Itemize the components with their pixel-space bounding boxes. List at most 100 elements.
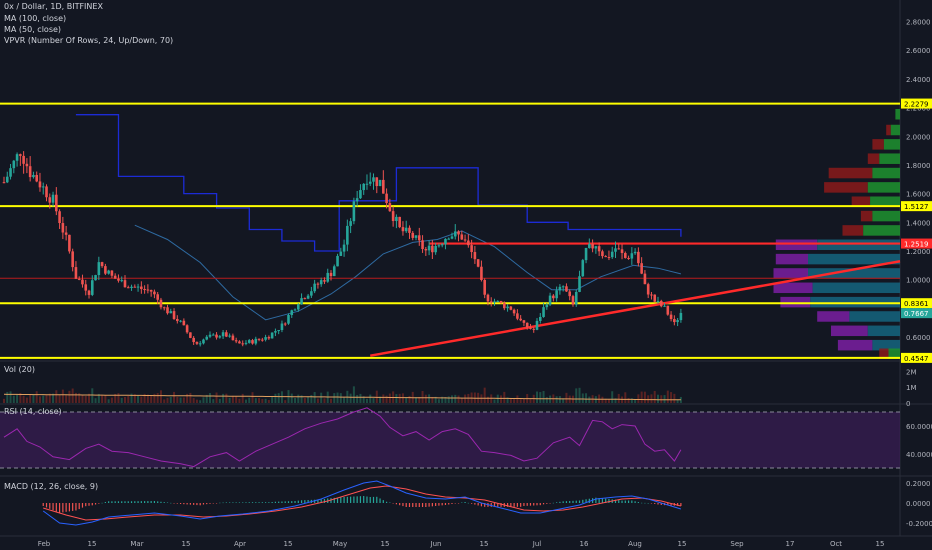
time-axis[interactable]: Feb 15 Mar 15 Apr 15 May 15 Jun 15 Jul 16 Aug 15 Sep 17… bbox=[38, 540, 885, 548]
macd-legend[interactable]: MACD (12, 26, close, 9) bbox=[4, 482, 99, 491]
volume-bar bbox=[205, 394, 208, 403]
macd-histogram-bar bbox=[660, 503, 662, 505]
volume-bar bbox=[107, 399, 110, 403]
price-axis[interactable]: 2.8000 2.6000 2.4000 2.2000 2.0000 1.8000 1.60… bbox=[901, 19, 932, 528]
volume-bar bbox=[486, 396, 489, 403]
ma100-legend[interactable]: MA (100, close) bbox=[4, 14, 67, 23]
macd-histogram-bar bbox=[62, 503, 64, 513]
candle-body bbox=[568, 291, 572, 297]
candle-body bbox=[215, 334, 218, 338]
volume-bar bbox=[660, 395, 663, 403]
candle-body bbox=[630, 253, 634, 259]
volume-bar bbox=[624, 392, 627, 403]
volume-bar bbox=[123, 397, 126, 403]
candle-body bbox=[35, 174, 38, 182]
volume-bar bbox=[558, 396, 561, 403]
candle-body bbox=[280, 323, 284, 331]
macd-histogram-bar bbox=[477, 503, 479, 506]
candle-body bbox=[483, 280, 486, 295]
macd-histogram-bar bbox=[379, 498, 381, 503]
volume-bar bbox=[555, 396, 558, 403]
macd-histogram-bar bbox=[533, 503, 535, 506]
ma50-legend[interactable]: MA (50, close) bbox=[4, 25, 62, 34]
macd-tick-label: 0.2000 bbox=[906, 480, 931, 488]
candle-body bbox=[228, 335, 231, 337]
candle-body bbox=[9, 168, 12, 177]
vpvr-row-up bbox=[867, 325, 900, 337]
macd-histogram-bar bbox=[215, 503, 218, 504]
candle-body bbox=[71, 251, 74, 268]
macd-histogram-bar bbox=[490, 503, 492, 507]
volume-bar bbox=[303, 398, 306, 403]
macd-histogram-bar bbox=[552, 502, 554, 504]
candle-body bbox=[182, 320, 186, 326]
volume-bar bbox=[55, 390, 58, 403]
macd-histogram-bar bbox=[484, 503, 486, 507]
vpvr-row-down bbox=[817, 311, 850, 322]
macd-histogram-bar bbox=[523, 503, 525, 506]
macd-histogram-bar bbox=[356, 496, 358, 503]
candle-body bbox=[450, 236, 454, 239]
candle-body bbox=[447, 238, 451, 240]
candle-body bbox=[293, 309, 297, 311]
volume-bar bbox=[61, 389, 64, 403]
candle-body bbox=[375, 177, 379, 187]
candle-body bbox=[336, 255, 339, 267]
volume-bar bbox=[519, 398, 522, 403]
volume-bar bbox=[339, 393, 342, 403]
volume-bar bbox=[513, 399, 516, 403]
vpvr-legend[interactable]: VPVR (Number Of Rows, 24, Up/Down, 70) bbox=[4, 36, 174, 45]
macd-histogram-bar bbox=[281, 501, 283, 503]
macd-histogram-bar bbox=[667, 503, 669, 506]
volume-bar bbox=[516, 395, 519, 403]
volume-legend[interactable]: Vol (20) bbox=[4, 365, 35, 374]
ascending-trendline bbox=[370, 260, 901, 357]
time-tick-label: 15 bbox=[182, 540, 191, 548]
candle-body bbox=[81, 279, 84, 285]
candle-body bbox=[417, 235, 421, 241]
volume-bar bbox=[297, 394, 300, 403]
volume-bar bbox=[503, 391, 506, 403]
macd-histogram-bar bbox=[385, 501, 388, 503]
volume-ma-line bbox=[3, 393, 681, 401]
candle-body bbox=[55, 194, 58, 212]
macd-histogram-bar bbox=[314, 499, 316, 503]
macd-histogram-bar bbox=[624, 500, 626, 503]
volume-bar bbox=[130, 393, 133, 403]
volume-bar bbox=[307, 396, 310, 403]
candle-body bbox=[601, 251, 604, 257]
volume-bar bbox=[441, 396, 444, 403]
macd-histogram-bar bbox=[542, 503, 545, 505]
vpvr-row-down bbox=[773, 268, 808, 279]
macd-histogram-bar bbox=[529, 503, 532, 506]
volume-bar bbox=[604, 398, 607, 403]
candle-body bbox=[68, 234, 71, 252]
volume-bar bbox=[199, 400, 202, 403]
candle-body bbox=[74, 267, 78, 279]
candle-body bbox=[538, 316, 542, 321]
candle-body bbox=[555, 290, 558, 299]
vpvr-row-down bbox=[860, 210, 873, 222]
volume-bar bbox=[316, 398, 319, 403]
macd-histogram-bar bbox=[549, 503, 551, 504]
macd-histogram-bar bbox=[389, 502, 391, 503]
volume-bar bbox=[607, 399, 610, 403]
candle-body bbox=[581, 260, 585, 277]
volume-bar bbox=[565, 392, 568, 403]
candle-body bbox=[283, 323, 287, 325]
vpvr-row-up bbox=[872, 210, 900, 222]
candle-body bbox=[571, 296, 575, 305]
macd-histogram-bar bbox=[219, 502, 221, 504]
volume-bar bbox=[398, 393, 401, 403]
price-tick-label: 2.0000 bbox=[906, 133, 931, 141]
macd-histogram-bar bbox=[392, 503, 394, 504]
rsi-legend[interactable]: RSI (14, close) bbox=[4, 407, 62, 416]
volume-bar bbox=[379, 396, 382, 403]
candle-body bbox=[290, 310, 294, 315]
volume-bar bbox=[150, 395, 153, 403]
candle-body bbox=[610, 251, 614, 258]
volume-bar bbox=[195, 399, 198, 403]
macd-histogram-bar bbox=[255, 502, 257, 503]
volume-bar bbox=[522, 399, 525, 403]
